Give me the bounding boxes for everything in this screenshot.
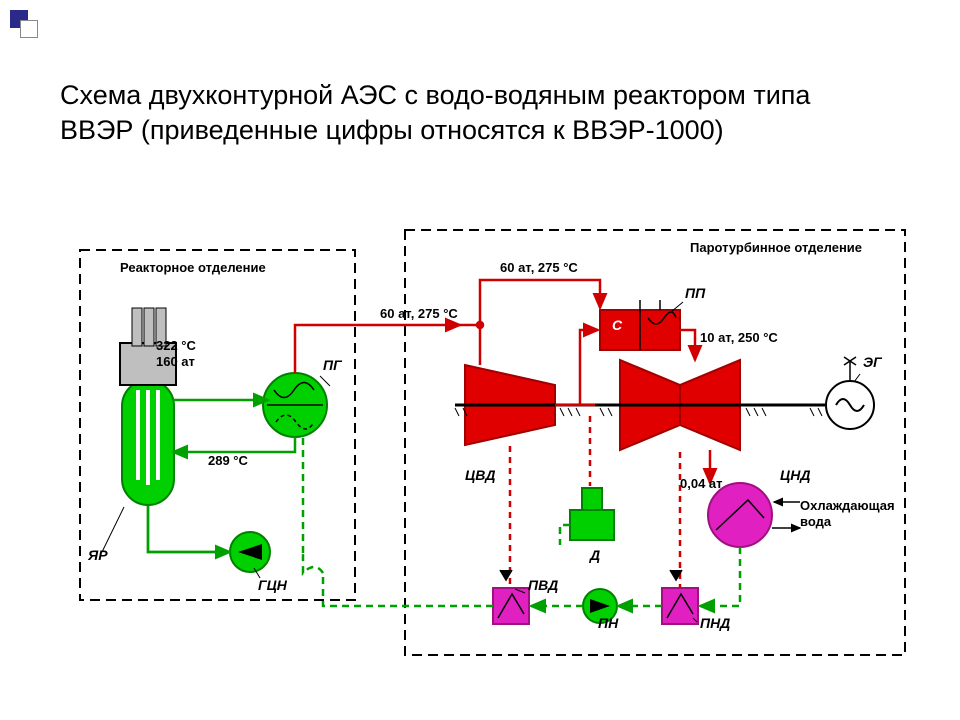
deaerator (570, 488, 614, 540)
steam-generator (263, 373, 327, 437)
lp-heater (662, 588, 698, 624)
svg-text:Д: Д (589, 547, 600, 563)
main-coolant-pump (230, 532, 270, 572)
svg-text:ЯР: ЯР (87, 547, 108, 563)
page-title: Схема двухконтурной АЭС с водо-водяным р… (60, 78, 880, 148)
svg-text:60 ат, 275 °С: 60 ат, 275 °С (380, 306, 458, 321)
reactor-section-title: Реакторное отделение (120, 260, 266, 275)
feedwater-lines (303, 437, 740, 606)
svg-text:ЦВД: ЦВД (465, 467, 495, 483)
svg-text:289 °С: 289 °С (208, 453, 249, 468)
svg-text:60 ат, 275 °С: 60 ат, 275 °С (500, 260, 578, 275)
svg-text:ПВД: ПВД (528, 577, 558, 593)
svg-text:ГЦН: ГЦН (258, 577, 288, 593)
cooling-water-arrows (772, 502, 800, 528)
hp-heater (493, 588, 529, 624)
svg-text:ЭГ: ЭГ (863, 354, 883, 370)
svg-text:ЦНД: ЦНД (780, 467, 810, 483)
svg-text:ПН: ПН (598, 615, 619, 631)
svg-text:ПП: ПП (685, 285, 706, 301)
svg-text:ПГ: ПГ (323, 357, 343, 373)
slide-corner-decoration (10, 10, 38, 38)
svg-text:322 °С160 ат: 322 °С160 ат (156, 338, 197, 369)
condenser (708, 483, 772, 547)
svg-text:Охлаждающаявода: Охлаждающаявода (800, 498, 895, 529)
turbine-section-title: Паротурбинное отделение (690, 240, 862, 255)
svg-text:ПНД: ПНД (700, 615, 730, 631)
npp-schematic: Реакторное отделение Паротурбинное отдел… (60, 190, 930, 690)
svg-text:10 ат, 250 °С: 10 ат, 250 °С (700, 330, 778, 345)
svg-text:0,04 ат: 0,04 ат (680, 476, 723, 491)
svg-text:С: С (612, 317, 623, 333)
